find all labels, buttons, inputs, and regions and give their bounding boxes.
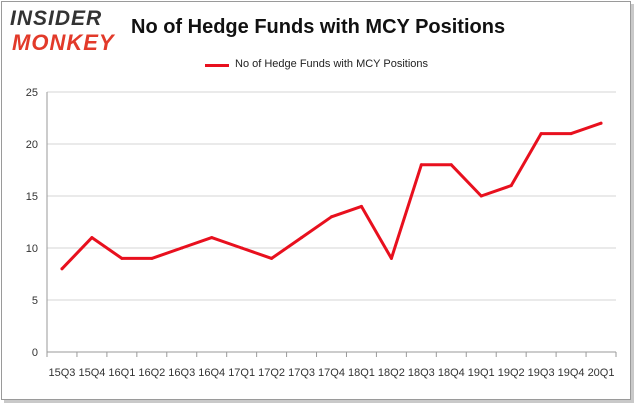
x-tick-label: 17Q3 xyxy=(288,367,315,379)
x-tick-label: 19Q1 xyxy=(468,367,495,379)
data-point xyxy=(509,184,513,188)
data-point xyxy=(359,204,363,208)
data-point xyxy=(120,256,124,260)
x-tick-label: 18Q4 xyxy=(438,367,465,379)
y-tick-label: 25 xyxy=(26,87,38,99)
x-tick-label: 15Q3 xyxy=(49,367,76,379)
x-tick-label: 17Q2 xyxy=(258,367,285,379)
x-tick-label: 17Q1 xyxy=(228,367,255,379)
data-point xyxy=(389,256,393,260)
data-point xyxy=(150,256,154,260)
x-tick-label: 17Q4 xyxy=(318,367,345,379)
x-tick-label: 16Q4 xyxy=(198,367,225,379)
x-tick-label: 20Q1 xyxy=(588,367,615,379)
x-tick-label: 19Q2 xyxy=(498,367,525,379)
y-tick-label: 10 xyxy=(26,243,38,255)
logo-line-2: MONKEY xyxy=(12,30,115,55)
data-point xyxy=(419,163,423,167)
x-tick-label: 16Q3 xyxy=(168,367,195,379)
data-point xyxy=(60,267,64,271)
x-tick-label: 18Q2 xyxy=(378,367,405,379)
legend-label: No of Hedge Funds with MCY Positions xyxy=(235,58,428,70)
y-tick-label: 20 xyxy=(26,139,38,151)
data-point xyxy=(330,215,333,219)
chart-frame: INSIDER MONKEY No of Hedge Funds with MC… xyxy=(1,1,631,400)
x-tick-label: 19Q3 xyxy=(528,367,555,379)
y-tick-label: 0 xyxy=(32,347,38,359)
x-tick-label: 18Q3 xyxy=(408,367,435,379)
data-point xyxy=(449,163,453,167)
data-point xyxy=(300,236,304,240)
data-point xyxy=(210,236,214,240)
x-tick-label: 16Q2 xyxy=(138,367,165,379)
data-point xyxy=(479,194,483,198)
x-tick-label: 16Q1 xyxy=(108,367,135,379)
data-point xyxy=(180,246,184,250)
data-point xyxy=(270,256,274,260)
data-point xyxy=(569,132,573,136)
x-tick-label: 15Q4 xyxy=(78,367,105,379)
logo-line-1: INSIDER xyxy=(10,7,103,30)
y-tick-label: 15 xyxy=(26,191,38,203)
x-tick-label: 19Q4 xyxy=(558,367,585,379)
data-point xyxy=(599,121,603,125)
chart-title: No of Hedge Funds with MCY Positions xyxy=(131,16,506,38)
data-point xyxy=(240,246,244,250)
legend-swatch xyxy=(205,64,229,67)
insider-monkey-logo: INSIDER MONKEY xyxy=(10,8,122,56)
data-point xyxy=(539,132,543,136)
y-tick-label: 5 xyxy=(32,295,38,307)
x-tick-label: 18Q1 xyxy=(348,367,375,379)
data-point xyxy=(90,236,94,240)
